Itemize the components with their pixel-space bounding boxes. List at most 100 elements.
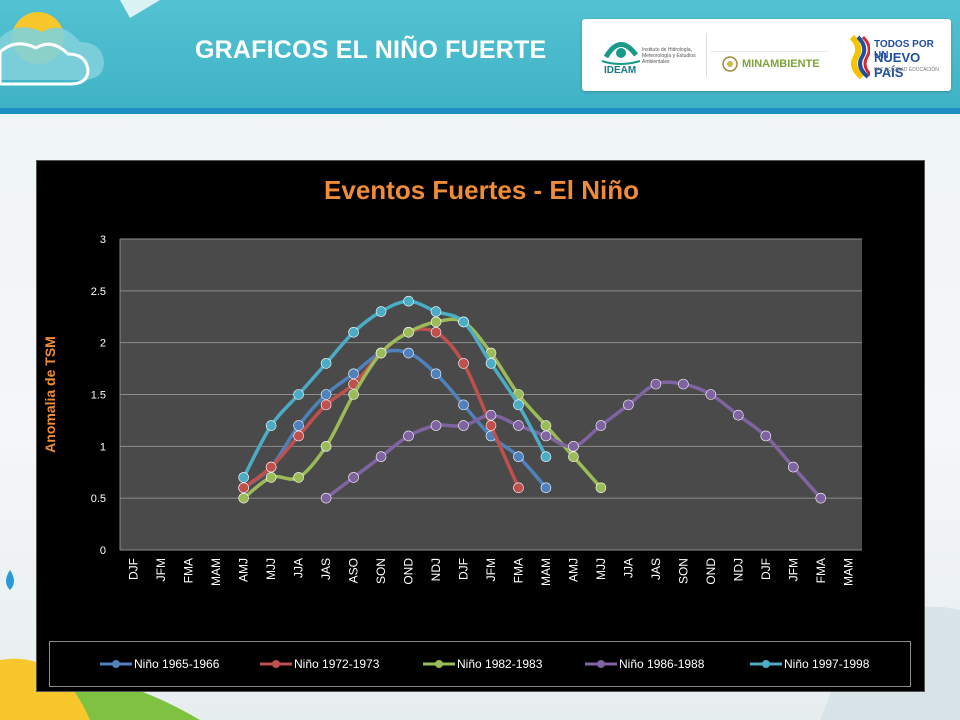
data-point [265,420,277,431]
data-point [595,482,607,494]
chart-title: Eventos Fuertes - El Niño [324,175,639,205]
data-point [458,316,469,328]
x-tick-label: JFM [786,558,800,581]
data-point [513,420,524,431]
legend-label: Niño 1982-1983 [457,657,543,671]
x-tick-label: JFM [154,558,168,581]
data-point [265,461,277,473]
data-point [458,420,469,431]
x-tick-label: MJJ [264,558,278,580]
data-point [238,482,249,494]
chart-svg: 0 0.5 1 1.5 2 2.5 3 DJF JFM FMA MAM AMJ MJJ JJA JAS ASO… [42,234,862,586]
x-tick-label: NDJ [731,558,745,581]
colombia-shield-icon [722,56,738,72]
logo-rule [710,51,828,52]
series-ni-o-1997-1998 [238,295,552,483]
data-point [540,482,552,494]
data-point [320,399,332,411]
data-point [733,409,744,421]
data-point [265,472,277,483]
data-point [760,430,772,442]
y-tick-label: 1.5 [91,390,106,402]
data-point [650,378,662,390]
logo-divider [706,33,707,77]
x-tick-label: OND [704,558,718,585]
data-point [403,295,414,307]
data-point [238,492,249,504]
x-tick-label: OND [402,558,416,585]
x-tick-label: DJF [127,558,141,580]
flag-brush-icon [849,34,870,79]
x-tick-label: SON [676,558,690,584]
gov-line3: PAZ EQUIDAD EDUCACIÓN [874,67,939,73]
data-point [320,441,332,452]
data-point [458,399,469,411]
data-point [787,461,799,473]
series-ni-o-1986-1988 [320,378,827,504]
x-tick-label: ASO [347,558,361,583]
data-point [513,482,524,494]
y-tick-label: 3 [100,234,106,246]
data-point [403,347,414,359]
data-point [568,451,579,463]
ideam-label: IDEAM [604,65,637,76]
x-tick-label: MAM [539,558,553,586]
data-point [348,389,359,400]
x-tick-label: JFM [484,558,498,581]
series-ni-o-1982-1983 [238,316,607,504]
data-point [375,347,387,359]
data-point [375,306,387,317]
data-point [430,306,442,317]
legend-item: Niño 1982-1983 [423,656,542,672]
data-point [403,430,414,442]
legend-item: Niño 1997-1998 [750,656,869,672]
legend-label: Niño 1972-1973 [294,657,380,671]
data-point [485,358,497,369]
data-point [540,451,552,463]
data-point [540,420,552,431]
data-point [430,420,442,431]
data-point [815,492,827,504]
legend-label: Niño 1986-1988 [619,657,705,671]
data-point [540,430,552,442]
gov-line1: TODOS POR UN [874,39,934,61]
x-tick-label: AMJ [566,558,580,582]
x-tick-label: MAM [841,558,855,586]
x-tick-label: DJF [457,558,471,580]
y-axis-label: Anomalia de TSM [42,336,58,453]
legend-swatch [423,660,455,668]
data-point [568,441,579,452]
x-tick-label: FMA [814,558,828,583]
data-point [293,389,304,400]
x-tick-label: MJJ [594,558,608,580]
x-tick-label: SON [374,558,388,584]
header-stripe-light [0,114,960,118]
data-point [293,420,304,431]
legend-item: Niño 1986-1988 [585,656,704,672]
minambiente-label: MINAMBIENTE [742,58,820,70]
legend-swatch [585,660,617,668]
data-point [348,327,359,338]
legend-label: Niño 1997-1998 [784,657,870,671]
x-tick-label: JAS [649,558,663,580]
y-tick-label: 0 [100,545,106,557]
data-point [430,316,442,328]
data-point [430,368,442,380]
legend-swatch [750,660,782,668]
data-point [595,420,607,431]
chart-panel: Eventos Fuertes - El Niño 0 0.5 1 1.5 2 2.5 3 D… [36,160,925,692]
legend-item: Niño 1965-1966 [100,656,219,672]
data-point [678,378,689,390]
data-point [375,451,387,463]
data-point [513,399,524,411]
data-point [458,358,469,369]
data-point [293,472,304,483]
legend: Niño 1965-1966 Niño 1972-1973 Niño 1982-19… [49,641,911,687]
ideam-sublabel: Instituto de Hidrología, Meteorología y … [642,47,696,65]
legend-swatch [100,660,132,668]
data-point [705,389,717,400]
slide-title: GRAFICOS EL NIÑO FUERTE [195,36,547,64]
logos-panel: IDEAM Instituto de Hidrología, Meteorolo… [582,19,951,91]
x-tick-label: AMJ [237,558,251,582]
ideam-logo [601,42,641,65]
